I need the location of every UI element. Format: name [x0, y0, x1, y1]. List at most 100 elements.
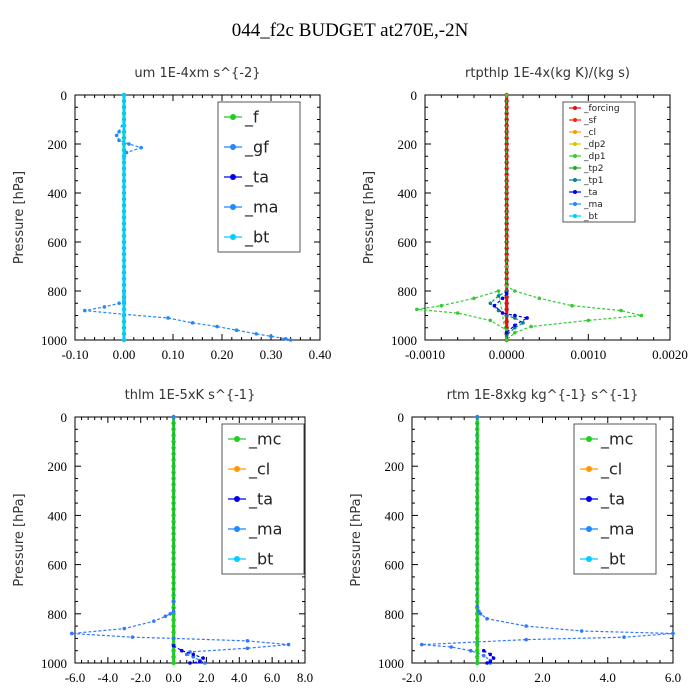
legend-label: _bt [583, 212, 598, 222]
data-point [168, 612, 173, 616]
data-point [283, 336, 288, 341]
data-point [481, 648, 486, 653]
data-point [415, 307, 419, 312]
panel-thlm: thlm 1E-5xK s^{-1} Pressure [hPa] 0 200 400 6… [12, 388, 313, 685]
legend-swatch-marker [573, 178, 577, 182]
data-point [622, 635, 626, 639]
y-tick-label: 1000 [391, 333, 417, 348]
data-point [171, 494, 176, 500]
data-point [121, 276, 127, 281]
data-point [455, 311, 460, 315]
legend-swatch-marker [586, 466, 592, 472]
series-line-dp1 [416, 95, 642, 342]
data-point [130, 635, 135, 639]
data-point [121, 123, 127, 128]
data-point [286, 642, 291, 647]
data-point [171, 568, 176, 573]
data-point [586, 318, 591, 323]
panel-title: rtpthlp 1E-4x(kg K)/(kg s) [465, 66, 630, 81]
data-point [171, 630, 176, 635]
data-point [521, 321, 525, 325]
data-point [188, 661, 192, 665]
data-point [504, 319, 509, 324]
data-point [475, 617, 480, 623]
legend-label: _ma [248, 520, 282, 540]
data-point [121, 184, 127, 190]
y-tick-label: 0 [61, 410, 68, 425]
x-tick-label: 4.0 [231, 670, 247, 685]
x-tick-label: 2.0 [198, 670, 214, 685]
data-point [121, 92, 127, 98]
legend-label: _sf [583, 116, 597, 126]
x-tick-label: 2.0 [534, 670, 550, 685]
data-point [201, 656, 205, 660]
y-tick-label: 800 [385, 607, 405, 622]
legend-swatch-marker [573, 190, 577, 194]
data-point [488, 652, 493, 657]
data-point [468, 648, 473, 653]
data-point [171, 636, 176, 641]
y-tick-label: 600 [48, 235, 68, 250]
legend-label: _ta [600, 490, 625, 510]
x-tick-label: 0.0000 [489, 347, 525, 362]
data-point [504, 252, 509, 257]
data-point [127, 142, 131, 146]
data-point [475, 642, 480, 647]
legend-label: _tp2 [583, 164, 603, 174]
data-point [121, 154, 127, 159]
legend-label: _tp1 [583, 176, 603, 186]
page-title: 044_f2c BUDGET at270E,-2N [231, 20, 469, 41]
data-point [513, 323, 517, 328]
data-point [504, 301, 509, 306]
data-point [171, 643, 176, 648]
legend-label: _cl [600, 460, 622, 480]
data-point [163, 614, 168, 619]
data-point [475, 630, 480, 635]
data-point [513, 289, 517, 293]
y-tick-label: 400 [48, 508, 68, 523]
legend-label: _ma [244, 198, 278, 218]
data-point [190, 321, 195, 325]
legend-swatch-marker [234, 526, 240, 532]
data-point [504, 294, 509, 300]
data-point [121, 337, 127, 343]
x-tick-label: 4.0 [600, 670, 616, 685]
legend-swatch-marker [573, 142, 577, 146]
data-point [504, 221, 509, 226]
x-tick-label: 0.0010 [570, 347, 606, 362]
x-tick-label: 0.20 [211, 347, 234, 362]
data-point [171, 593, 176, 598]
legend-label: _dp2 [583, 140, 606, 150]
data-point [485, 616, 489, 621]
data-point [171, 433, 176, 438]
data-point [537, 296, 542, 301]
legend-label: _cl [583, 128, 596, 138]
data-point [504, 291, 509, 296]
data-point [504, 166, 509, 171]
y-tick-label: 800 [48, 284, 68, 299]
data-point [83, 308, 87, 313]
legend-swatch-marker [586, 526, 592, 532]
data-point [504, 172, 509, 177]
data-point [485, 661, 489, 665]
data-point [475, 433, 480, 438]
x-tick-label: 0.0 [165, 670, 181, 685]
legend-label: _mc [248, 430, 281, 450]
data-point [102, 305, 107, 309]
data-point [198, 659, 202, 664]
x-tick-label: 8.0 [297, 670, 313, 685]
y-tick-label: 1000 [41, 656, 67, 671]
legend-swatch-marker [586, 436, 592, 442]
data-point [504, 141, 509, 147]
data-point [124, 150, 129, 155]
data-point [171, 648, 176, 653]
data-point [524, 624, 528, 628]
legend-swatch-marker [230, 114, 236, 120]
data-point [475, 457, 480, 463]
x-tick-label: -2.0 [402, 670, 423, 685]
legend-swatch-marker [234, 466, 240, 472]
legend-label: _gf [244, 138, 269, 158]
y-axis-label: Pressure [hPa] [350, 493, 364, 586]
data-point [570, 303, 574, 308]
data-point [179, 648, 184, 653]
